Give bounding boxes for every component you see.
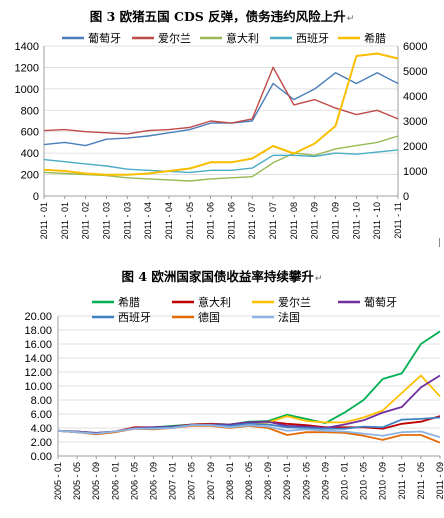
x-tick-label: 2011 - 09: [331, 202, 341, 239]
x-tick-label: 2009 - 05: [301, 462, 311, 500]
x-tick-label: 2011 - 08: [289, 202, 299, 239]
x-tick-label: 2011 - 04: [143, 202, 153, 239]
x-tick-label: 2011 - 03: [122, 202, 132, 239]
y-tick-label: 20.00: [24, 311, 52, 323]
legend-label: 希腊: [118, 295, 140, 309]
legend-label: 爱尔兰: [158, 32, 191, 45]
x-tick-label: 2011 - 07: [247, 202, 257, 239]
x-tick-label: 2006 - 09: [149, 462, 159, 500]
yield-line-chart: 0.00 2.00 4.00 6.00 8.00 10.00 12.00 14.00 16.00…: [24, 295, 444, 500]
x-tick-label: 2011 - 10: [372, 202, 382, 239]
y-tick-label: 0.00: [31, 451, 52, 463]
y-tick-label: 2.00: [31, 437, 52, 449]
x-tick-label: 2011 - 05: [185, 202, 195, 239]
y-right-tick-label: 6000: [403, 41, 427, 53]
x-tick-label: 2011 - 09: [435, 462, 444, 499]
y-left-tick-label: 600: [21, 127, 39, 139]
y-left-tick-label: 800: [21, 105, 39, 117]
series-line-爱尔兰: [43, 66, 399, 135]
y-tick-label: 14.00: [24, 353, 52, 365]
series-line-希腊: [57, 330, 441, 434]
x-tick-label: 2011 - 05: [416, 462, 426, 499]
y-left-tick-label: 400: [21, 148, 39, 160]
cursor-mark: |: [438, 238, 442, 248]
y-tick-label: 8.00: [31, 395, 52, 407]
x-tick-label: 2011 - 10: [351, 202, 361, 239]
y-tick-label: 18.00: [24, 325, 52, 337]
y-left-tick-label: 1200: [15, 62, 39, 74]
cds-line-chart: 0 200 400 600 800 1000 1200 1400 0 1000 2000 3000 40…: [15, 31, 428, 239]
x-tick-label: 2010 - 05: [359, 462, 369, 500]
x-tick-label: 2011 - 01: [60, 202, 70, 239]
x-tick-label: 2008 - 05: [244, 462, 254, 500]
x-tick-label: 2005 - 09: [91, 462, 101, 500]
y-tick-label: 6.00: [31, 409, 52, 421]
x-tick-label: 2009 - 01: [282, 462, 292, 500]
legend-label: 德国: [198, 310, 220, 324]
y-right-tick-label: 2000: [403, 141, 427, 153]
x-tick-label: 2011 - 06: [206, 202, 216, 239]
return-mark: ↵: [346, 14, 355, 24]
y-tick-label: 16.00: [24, 339, 52, 351]
y-right-tick-label: 5000: [403, 66, 427, 78]
x-tick-label: 2011 - 03: [101, 202, 111, 239]
x-tick-label: 2011 - 04: [164, 202, 174, 239]
y-tick-label: 10.00: [24, 381, 52, 393]
figure-4-title: 图 4 欧洲国家国债收益率持续攀升: [121, 269, 314, 284]
y-tick-label: 12.00: [24, 367, 52, 379]
legend-label: 法国: [278, 310, 300, 324]
x-tick-label: 2009 - 09: [320, 462, 330, 500]
x-tick-label: 2007 - 05: [187, 462, 197, 500]
series-line-希腊: [43, 52, 399, 176]
x-tick-label: 2006 - 05: [129, 462, 139, 500]
legend-label: 意大利: [226, 31, 259, 45]
series-line-法国: [57, 424, 441, 438]
y-right-tick-label: 3000: [403, 116, 427, 128]
x-tick-label: 2007 - 01: [168, 462, 178, 500]
x-tick-label: 2011 - 02: [81, 202, 91, 239]
x-tick-label: 2010 - 01: [340, 462, 350, 500]
legend-label: 西班牙: [296, 32, 329, 45]
x-tick-label: 2008 - 01: [225, 462, 235, 500]
x-tick-label: 2011 - 06: [226, 202, 236, 239]
x-tick-label: 2010 - 09: [378, 462, 388, 500]
x-tick-label: 2006 - 01: [110, 462, 120, 500]
legend-label: 葡萄牙: [88, 32, 121, 45]
x-tick-label: 2011 - 01: [39, 202, 49, 239]
y-left-tick-label: 200: [21, 170, 39, 182]
x-tick-label: 2008 - 09: [263, 462, 273, 500]
x-tick-label: 2005 - 01: [53, 462, 63, 500]
legend-label: 葡萄牙: [364, 296, 397, 309]
y-right-tick-label: 0: [403, 191, 409, 203]
figure-3-caption: 图 3 欧猪五国 CDS 反弹，债务违约风险上升↵: [0, 6, 444, 25]
y-right-tick-label: 1000: [403, 166, 427, 178]
figure-3-title: 图 3 欧猪五国 CDS 反弹，债务违约风险上升: [89, 9, 346, 24]
legend-label: 西班牙: [118, 311, 151, 324]
y-left-tick-label: 1000: [15, 84, 39, 96]
x-tick-label: 2011 - 01: [397, 462, 407, 499]
y-tick-label: 4.00: [31, 423, 52, 435]
return-mark: ↵: [314, 274, 323, 284]
legend-label: 意大利: [198, 295, 231, 309]
y-right-tick-label: 4000: [403, 91, 427, 103]
series-line-西班牙: [43, 149, 399, 174]
series-line-葡萄牙: [43, 72, 399, 147]
figure-4-caption: 图 4 欧洲国家国债收益率持续攀升↵: [0, 266, 444, 285]
y-left-tick-label: 0: [33, 191, 39, 203]
x-tick-label: 2011 - 09: [310, 202, 320, 239]
legend-label: 希腊: [364, 31, 386, 45]
y-left-tick-label: 1400: [15, 41, 39, 53]
x-tick-label: 2007 - 09: [206, 462, 216, 500]
x-tick-label: 2011 - 11: [393, 202, 403, 239]
legend-label: 爱尔兰: [278, 296, 311, 309]
x-tick-label: 2011 - 07: [268, 202, 278, 239]
x-tick-label: 2005 - 05: [72, 462, 82, 500]
